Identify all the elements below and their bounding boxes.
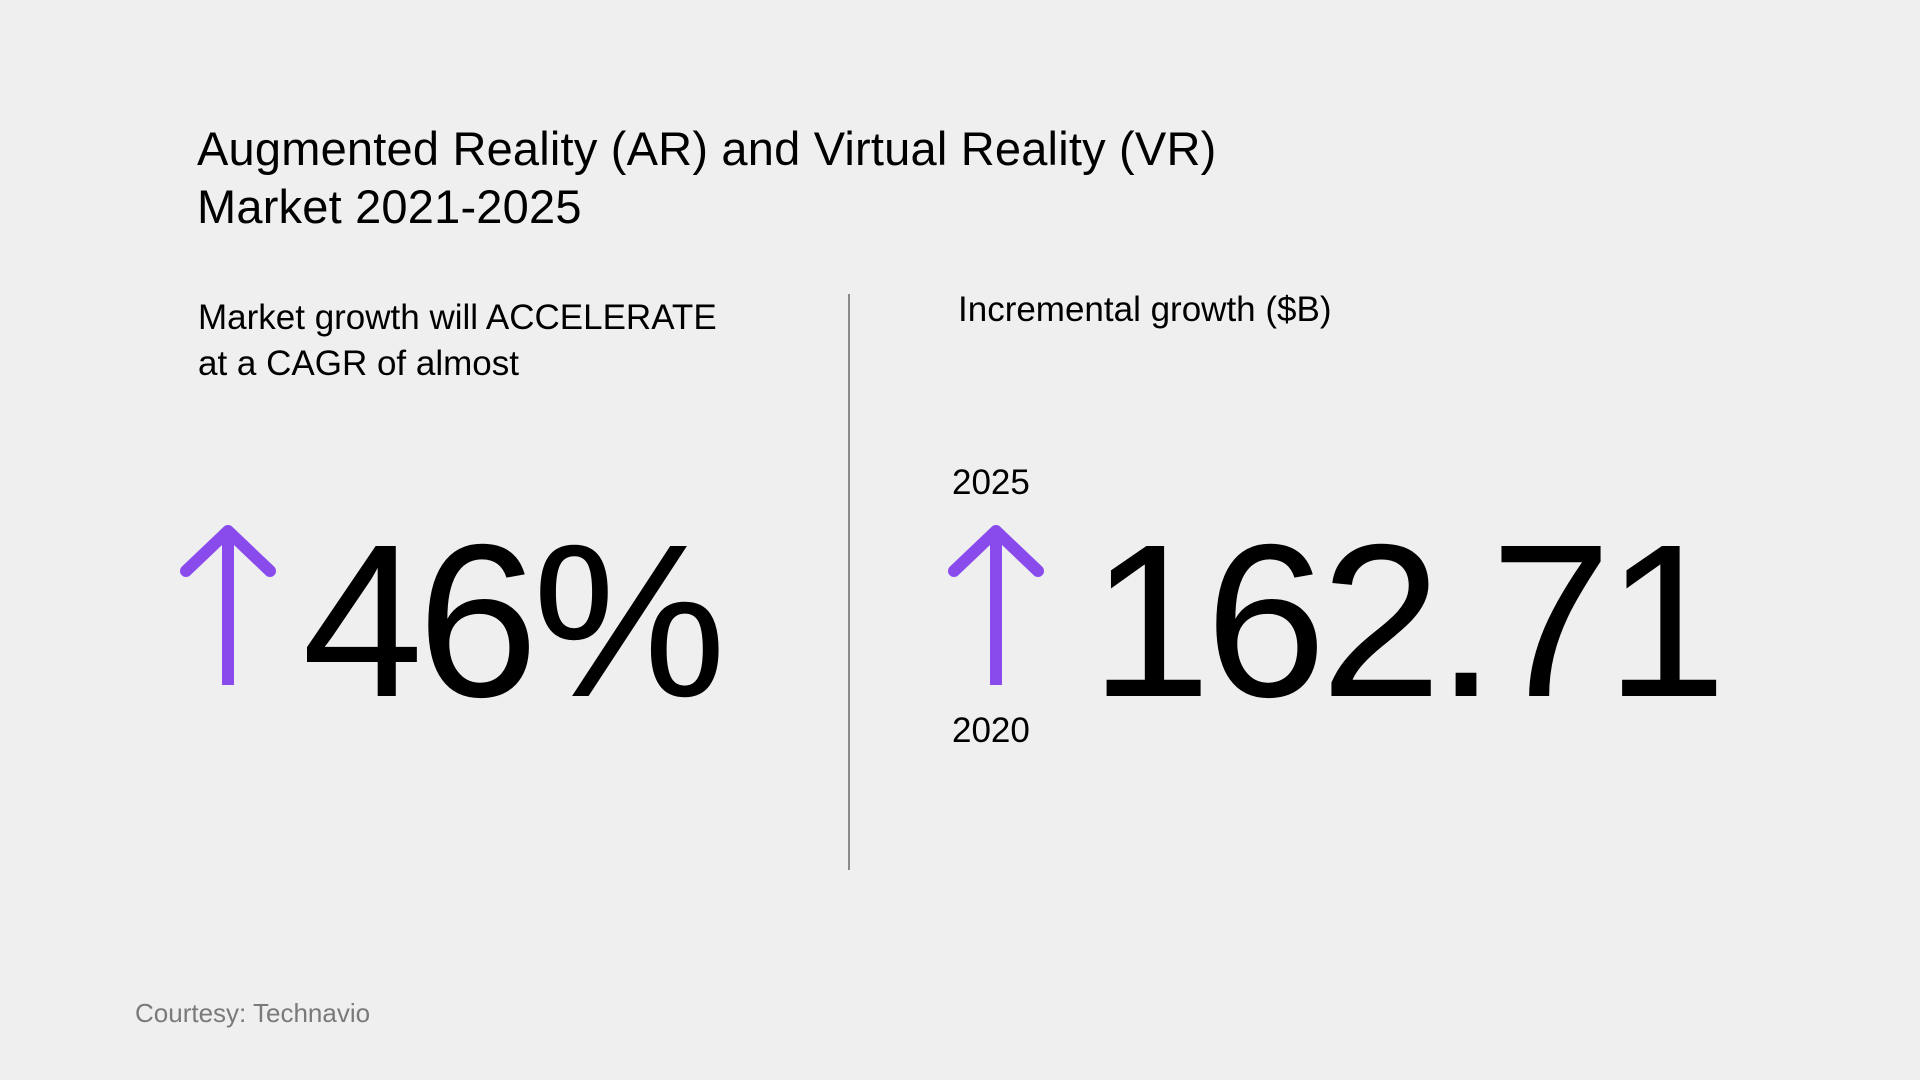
page-title: Augmented Reality (AR) and Virtual Reali… xyxy=(197,120,1497,236)
year-end-label: 2025 xyxy=(952,463,1030,502)
arrow-up-icon xyxy=(948,525,1044,685)
cagr-description-line-1: Market growth will ACCELERATE xyxy=(198,298,717,337)
incremental-growth-label: Incremental growth ($B) xyxy=(958,290,1332,329)
cagr-value: 46% xyxy=(302,500,726,743)
divider xyxy=(848,294,850,870)
cagr-description-line-2: at a CAGR of almost xyxy=(198,344,519,383)
arrow-up-icon xyxy=(180,525,276,685)
year-start-label: 2020 xyxy=(952,711,1030,750)
source-credit: Courtesy: Technavio xyxy=(135,998,371,1028)
title-line-1: Augmented Reality (AR) and Virtual Reali… xyxy=(197,122,1217,175)
cagr-description: Market growth will ACCELERATE at a CAGR … xyxy=(198,295,818,387)
incremental-growth-value: 162.71 xyxy=(1090,500,1727,743)
title-line-2: Market 2021-2025 xyxy=(197,180,582,233)
